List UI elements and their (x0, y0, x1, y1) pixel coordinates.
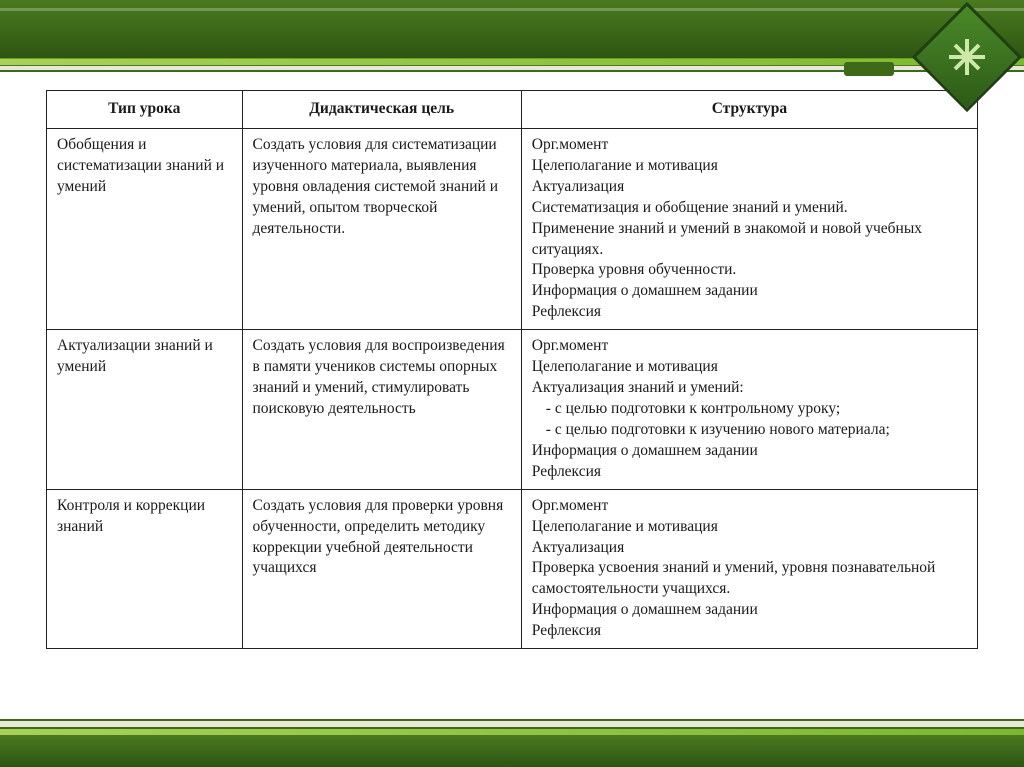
structure-line: Информация о домашнем задании (532, 281, 967, 302)
structure-line: Применение знаний и умений в знакомой и … (532, 219, 967, 261)
table-row: Актуализации знаний и уменийСоздать усло… (47, 330, 978, 489)
content-area: Тип урока Дидактическая цель Структура О… (0, 72, 1024, 649)
cell-goal: Создать условия для систематизации изуче… (242, 128, 521, 329)
structure-line: Актуализация (532, 177, 967, 198)
structure-line: Рефлексия (532, 302, 967, 323)
bottom-banner (0, 727, 1024, 767)
structure-line: Целеполагание и мотивация (532, 517, 967, 538)
structure-line: Актуализация знаний и умений: (532, 378, 967, 399)
header-goal: Дидактическая цель (242, 91, 521, 129)
cell-goal: Создать условия для воспроизведения в па… (242, 330, 521, 489)
top-banner (0, 0, 1024, 58)
structure-line: - с целью подготовки к изучению нового м… (532, 420, 967, 441)
header-structure: Структура (521, 91, 977, 129)
accent-bar-bottom (0, 727, 1024, 735)
lesson-types-table: Тип урока Дидактическая цель Структура О… (46, 90, 978, 649)
structure-line: Систематизация и обобщение знаний и умен… (532, 198, 967, 219)
structure-line: Целеполагание и мотивация (532, 357, 967, 378)
structure-line: - с целью подготовки к контрольному урок… (532, 399, 967, 420)
structure-line: Информация о домашнем задании (532, 600, 967, 621)
knot-icon (945, 35, 989, 79)
structure-line: Орг.момент (532, 135, 967, 156)
sub-bar-top (0, 66, 1024, 72)
structure-line: Орг.момент (532, 496, 967, 517)
structure-line: Целеполагание и мотивация (532, 156, 967, 177)
structure-line: Информация о домашнем задании (532, 441, 967, 462)
structure-line: Рефлексия (532, 462, 967, 483)
structure-line: Рефлексия (532, 621, 967, 642)
bottom-main (0, 735, 1024, 767)
structure-line: Орг.момент (532, 336, 967, 357)
structure-line: Проверка усвоения знаний и умений, уровн… (532, 558, 967, 600)
cell-structure: Орг.моментЦелеполагание и мотивацияАктуа… (521, 489, 977, 648)
structure-line: Актуализация (532, 538, 967, 559)
table-row: Контроля и коррекции знанийСоздать услов… (47, 489, 978, 648)
cell-type: Актуализации знаний и умений (47, 330, 243, 489)
cell-goal: Создать условия для проверки уровня обуч… (242, 489, 521, 648)
banner-stripe (0, 8, 1024, 11)
table-header-row: Тип урока Дидактическая цель Структура (47, 91, 978, 129)
cell-type: Контроля и коррекции знаний (47, 489, 243, 648)
header-type: Тип урока (47, 91, 243, 129)
table-row: Обобщения и систематизации знаний и умен… (47, 128, 978, 329)
structure-line: Проверка уровня обученности. (532, 260, 967, 281)
cell-structure: Орг.моментЦелеполагание и мотивацияАктуа… (521, 128, 977, 329)
cell-type: Обобщения и систематизации знаний и умен… (47, 128, 243, 329)
cell-structure: Орг.моментЦелеполагание и мотивацияАктуа… (521, 330, 977, 489)
